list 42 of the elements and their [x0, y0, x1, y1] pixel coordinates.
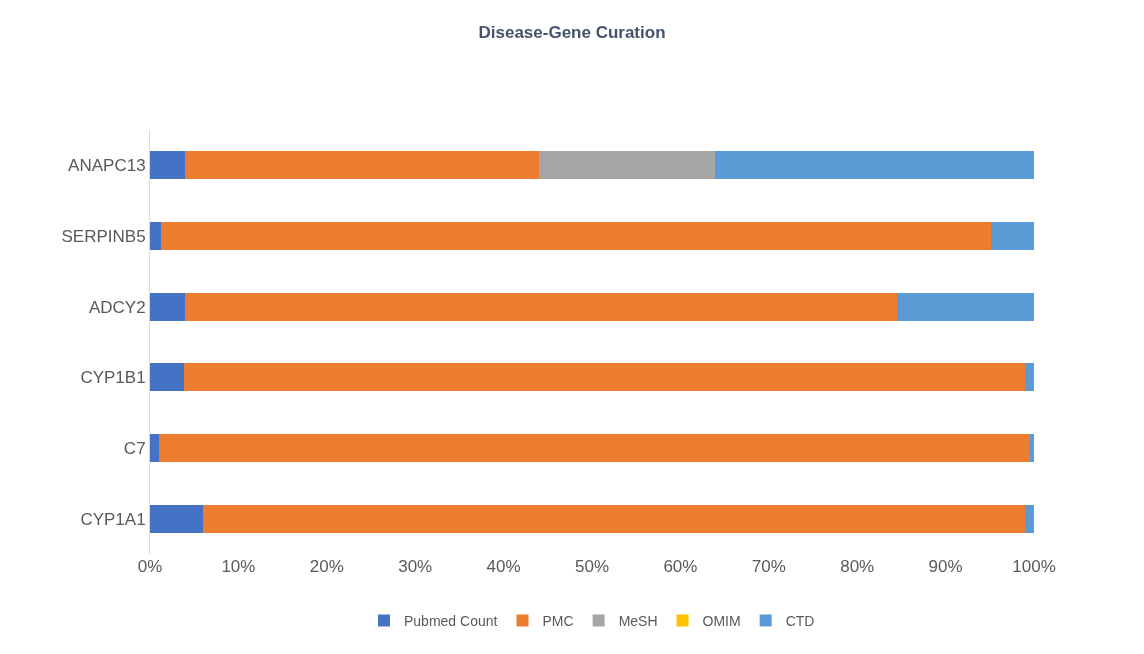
- y-tick-label: ADCY2: [88, 297, 146, 317]
- y-tick-label: ANAPC13: [68, 156, 146, 176]
- x-tick-label: 70%: [751, 557, 786, 576]
- x-tick-label: 50%: [574, 557, 610, 576]
- bar: [158, 433, 1031, 463]
- bar: [1030, 433, 1034, 463]
- chart-title: Disease-Gene Curation: [478, 23, 666, 43]
- y-tick-label: SERPINB5: [61, 226, 146, 246]
- bar: [1025, 363, 1034, 392]
- x-tick-label: 10%: [221, 557, 256, 576]
- y-tick-label: CYP1A1: [80, 509, 146, 529]
- bar: [150, 292, 186, 321]
- bar: [896, 292, 1034, 321]
- x-tick-label: 90%: [928, 557, 963, 576]
- bar: [150, 504, 204, 533]
- bar: [714, 151, 1034, 180]
- bar: [161, 221, 991, 251]
- x-tick-label: 0%: [137, 557, 163, 576]
- x-tick-label: 30%: [398, 557, 433, 576]
- legend-label: OMIM: [702, 612, 741, 629]
- bar: [183, 363, 1026, 392]
- legend-label: Pubmed Count: [404, 612, 498, 629]
- legend-label: PMC: [542, 612, 574, 629]
- bar: [990, 221, 1034, 251]
- bar: [150, 433, 159, 463]
- legend-label: CTD: [785, 612, 815, 629]
- legend-label: MeSH: [618, 612, 658, 629]
- bar: [150, 151, 186, 180]
- bar: [185, 292, 897, 321]
- bar: [150, 221, 162, 251]
- bar: [1025, 504, 1034, 533]
- x-tick-label: 40%: [486, 557, 521, 576]
- bar: [185, 151, 539, 180]
- y-tick-label: CYP1B1: [80, 368, 146, 388]
- x-tick-label: 60%: [663, 557, 698, 576]
- x-tick-label: 80%: [840, 557, 875, 576]
- x-tick-label: 20%: [309, 557, 344, 576]
- y-tick-label: C7: [123, 438, 146, 458]
- bar: [203, 504, 1026, 533]
- bar: [538, 151, 715, 180]
- x-tick-label: 100%: [1012, 557, 1056, 576]
- bar: [150, 363, 184, 392]
